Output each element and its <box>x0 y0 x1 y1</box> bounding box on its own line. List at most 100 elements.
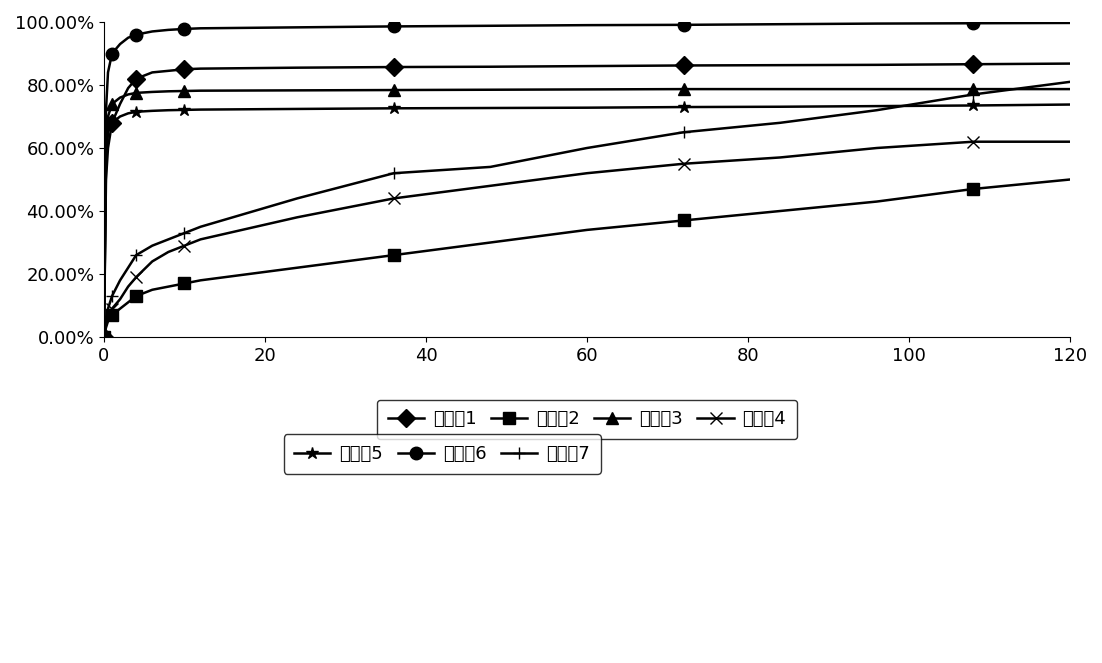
实施例5 <box>291 105 304 113</box>
实施例5 <box>114 113 127 121</box>
实施例3 <box>121 90 134 98</box>
实施例2 <box>387 251 400 259</box>
实施例5 <box>145 107 159 115</box>
实施例1 <box>484 63 497 71</box>
实施例4 <box>194 235 207 243</box>
实施例5 <box>101 128 115 136</box>
实施例7 <box>387 169 400 177</box>
实施例7 <box>581 144 594 152</box>
实施例5 <box>871 102 884 110</box>
实施例1 <box>101 144 115 152</box>
实施例4 <box>966 138 980 146</box>
实施例7 <box>1063 78 1077 86</box>
实施例2 <box>677 217 690 225</box>
实施例3 <box>677 85 690 93</box>
实施例1 <box>121 84 134 92</box>
实施例4 <box>1063 138 1077 146</box>
实施例1 <box>114 100 127 108</box>
实施例5 <box>677 103 690 111</box>
实施例2 <box>581 226 594 234</box>
实施例1 <box>97 333 110 341</box>
Line: 实施例7: 实施例7 <box>98 76 1077 343</box>
实施例3 <box>177 87 191 95</box>
实施例3 <box>130 89 143 97</box>
实施例1 <box>162 67 175 75</box>
实施例7 <box>291 194 304 202</box>
实施例6 <box>106 50 119 58</box>
实施例2 <box>871 198 884 206</box>
实施例1 <box>966 60 980 68</box>
实施例7 <box>677 128 690 136</box>
实施例7 <box>97 333 110 341</box>
Line: 实施例1: 实施例1 <box>98 57 1077 343</box>
实施例7 <box>145 242 159 250</box>
实施例6 <box>177 25 191 33</box>
实施例4 <box>145 257 159 265</box>
实施例2 <box>114 305 127 313</box>
实施例3 <box>114 93 127 101</box>
实施例7 <box>774 119 787 127</box>
实施例6 <box>194 25 207 32</box>
实施例7 <box>114 276 127 284</box>
实施例4 <box>387 194 400 202</box>
实施例4 <box>99 320 112 328</box>
实施例1 <box>1063 60 1077 68</box>
Line: 实施例2: 实施例2 <box>98 173 1077 343</box>
实施例1 <box>387 63 400 71</box>
实施例4 <box>101 314 115 322</box>
实施例2 <box>291 264 304 272</box>
实施例6 <box>966 19 980 27</box>
实施例1 <box>871 61 884 69</box>
实施例3 <box>145 88 159 96</box>
实施例6 <box>871 20 884 28</box>
实施例1 <box>677 62 690 70</box>
实施例5 <box>1063 101 1077 109</box>
实施例6 <box>114 40 127 48</box>
实施例6 <box>145 27 159 35</box>
实施例6 <box>97 333 110 341</box>
实施例1 <box>774 61 787 69</box>
Line: 实施例4: 实施例4 <box>98 135 1077 343</box>
实施例7 <box>162 235 175 243</box>
实施例4 <box>97 333 110 341</box>
实施例2 <box>145 286 159 294</box>
实施例2 <box>966 185 980 193</box>
实施例7 <box>121 264 134 272</box>
实施例7 <box>106 292 119 300</box>
实施例2 <box>101 318 115 326</box>
实施例6 <box>387 23 400 30</box>
实施例5 <box>194 105 207 113</box>
实施例5 <box>106 119 119 127</box>
实施例5 <box>99 160 112 168</box>
实施例4 <box>484 182 497 190</box>
实施例2 <box>162 282 175 290</box>
实施例4 <box>106 305 119 313</box>
实施例5 <box>177 106 191 114</box>
实施例3 <box>387 86 400 94</box>
实施例6 <box>677 21 690 29</box>
实施例4 <box>871 144 884 152</box>
实施例6 <box>99 106 112 114</box>
实施例4 <box>130 273 143 281</box>
实施例2 <box>121 298 134 306</box>
实施例1 <box>99 176 112 184</box>
实施例4 <box>121 282 134 290</box>
实施例1 <box>581 62 594 70</box>
实施例5 <box>966 101 980 109</box>
实施例7 <box>194 223 207 231</box>
实施例5 <box>774 103 787 111</box>
实施例3 <box>484 86 497 93</box>
Line: 实施例3: 实施例3 <box>98 83 1077 343</box>
实施例4 <box>291 213 304 221</box>
实施例5 <box>97 333 110 341</box>
实施例3 <box>1063 85 1077 93</box>
实施例1 <box>130 75 143 83</box>
实施例5 <box>121 109 134 117</box>
实施例4 <box>677 160 690 168</box>
实施例3 <box>162 88 175 95</box>
实施例3 <box>106 100 119 108</box>
实施例5 <box>162 106 175 114</box>
实施例6 <box>291 23 304 31</box>
实施例3 <box>581 86 594 93</box>
实施例1 <box>177 65 191 73</box>
